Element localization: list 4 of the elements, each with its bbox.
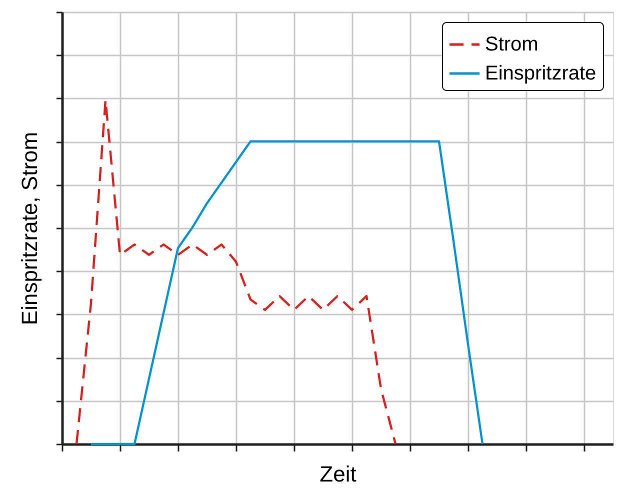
y-axis-title: Einspritzrate, Strom — [16, 132, 42, 326]
legend-label: Einspritzrate — [485, 62, 596, 84]
legend-label: Strom — [485, 34, 538, 56]
x-axis-title: Zeit — [320, 461, 356, 486]
